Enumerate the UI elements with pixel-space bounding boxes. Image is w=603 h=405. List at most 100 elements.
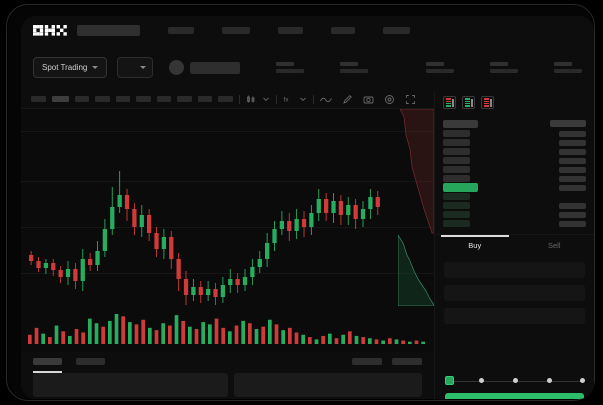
search-input[interactable]: [77, 25, 140, 36]
stat-label: [426, 62, 444, 66]
orderbook-price-cell: [443, 148, 470, 155]
stat-label: [340, 62, 358, 66]
orderbook-size-cell: [559, 211, 586, 218]
orderbook-row[interactable]: [443, 156, 586, 165]
timeframe-1[interactable]: [52, 96, 69, 102]
app-screen: Spot Trading: [21, 16, 594, 399]
orderbook-row[interactable]: [443, 201, 586, 210]
bottom-action-0[interactable]: [352, 358, 382, 365]
orderbook-row[interactable]: [443, 174, 586, 183]
timeframe-3[interactable]: [95, 96, 110, 102]
order-field-total[interactable]: [444, 308, 585, 324]
orderbook-size-cell: [559, 175, 586, 182]
orderbook-bids-icon[interactable]: [462, 96, 475, 109]
orderbook-layout-toggles: [435, 90, 594, 115]
active-tab-underline: [33, 371, 62, 373]
orderbook-price-cell: [443, 130, 470, 137]
orderbook-price-cell: [443, 193, 470, 200]
orderbook-size-cell: [559, 220, 586, 227]
orderbook-size-cell: [559, 184, 586, 191]
nav-item-3[interactable]: [331, 27, 355, 34]
orderbook-both-icon[interactable]: [443, 96, 456, 109]
stat-value: [426, 69, 454, 73]
orderbook-row[interactable]: [443, 138, 586, 147]
slider-stop-75[interactable]: [547, 378, 552, 383]
bottom-content-panels: [21, 365, 434, 397]
timeframe-7[interactable]: [177, 96, 192, 102]
nav-item-0[interactable]: [168, 27, 194, 34]
orderbook-row[interactable]: [443, 219, 586, 228]
order-form: [435, 255, 594, 324]
orderbook-price-cell: [443, 166, 470, 173]
fullscreen-icon[interactable]: [405, 94, 416, 105]
camera-icon[interactable]: [363, 94, 374, 105]
amount-slider[interactable]: [445, 376, 585, 386]
stat-1: [340, 62, 368, 73]
orderbook-size-cell: [559, 148, 586, 155]
orderbook-row[interactable]: [443, 118, 586, 129]
nav-item-4[interactable]: [383, 27, 410, 34]
pencil-icon[interactable]: [342, 94, 353, 105]
stat-value: [340, 69, 368, 73]
timeframe-8[interactable]: [198, 96, 212, 102]
orderbook-row[interactable]: [443, 129, 586, 138]
slider-knob[interactable]: [445, 376, 454, 385]
orderbook-row[interactable]: [443, 147, 586, 156]
orderbook-size-cell: [559, 157, 586, 164]
candlestick-series: [29, 171, 380, 305]
orderbook-price-cell: [443, 157, 470, 164]
bottom-tab-1[interactable]: [76, 358, 105, 365]
gridline: [21, 181, 434, 182]
stat-value: [554, 69, 582, 73]
main-nav: [168, 27, 410, 34]
order-field-amount[interactable]: [444, 285, 585, 301]
slider-stop-50[interactable]: [513, 378, 518, 383]
chevron-down-icon[interactable]: [299, 95, 307, 103]
orderbook-asks-icon[interactable]: [481, 96, 494, 109]
wave-line-icon[interactable]: [320, 95, 332, 104]
bottom-tab-0[interactable]: [33, 358, 62, 365]
slider-stop-100[interactable]: [580, 378, 585, 383]
tab-buy[interactable]: Buy: [435, 235, 515, 255]
spot-trading-label: Spot Trading: [42, 63, 88, 72]
orderbook-row[interactable]: [443, 183, 586, 192]
account-name: [190, 61, 240, 74]
timeframe-2[interactable]: [75, 96, 89, 102]
spot-trading-dropdown[interactable]: Spot Trading: [33, 57, 108, 78]
timeframe-6[interactable]: [157, 96, 171, 102]
timeframe-5[interactable]: [136, 96, 151, 102]
orderbook-rows[interactable]: [435, 115, 594, 228]
bottom-panel-right[interactable]: [233, 373, 422, 397]
stat-4: [554, 62, 582, 73]
toolbar-divider: [276, 94, 277, 104]
gridline: [21, 273, 434, 274]
account-chip[interactable]: [169, 60, 240, 75]
nav-item-2[interactable]: [278, 27, 303, 34]
nav-item-1[interactable]: [222, 27, 250, 34]
stat-2: [426, 62, 454, 73]
stat-label: [490, 62, 508, 66]
orderbook-price-cell: [443, 175, 470, 182]
submit-order-button[interactable]: [445, 393, 584, 399]
okx-logo-icon[interactable]: [33, 25, 67, 36]
indicators-icon[interactable]: fx: [283, 94, 293, 104]
settings-gear-icon[interactable]: [384, 94, 395, 105]
orderbook-row[interactable]: [443, 210, 586, 219]
bottom-action-1[interactable]: [392, 358, 422, 365]
chevron-down-icon[interactable]: [262, 95, 270, 103]
timeframe-9[interactable]: [218, 96, 233, 102]
orderbook-row[interactable]: [443, 192, 586, 201]
candlestick-type-icon[interactable]: [246, 94, 256, 104]
bottom-panel-left[interactable]: [33, 373, 228, 397]
pair-selector[interactable]: [117, 57, 153, 78]
orderbook-row[interactable]: [443, 165, 586, 174]
price-chart[interactable]: [21, 109, 434, 306]
order-field-price[interactable]: [444, 262, 585, 278]
tab-sell[interactable]: Sell: [547, 241, 561, 250]
timeframe-0[interactable]: [31, 96, 46, 102]
slider-stop-25[interactable]: [479, 378, 484, 383]
orderbook-size-cell: [559, 139, 586, 146]
timeframe-4[interactable]: [116, 96, 130, 102]
stat-value: [490, 69, 518, 73]
